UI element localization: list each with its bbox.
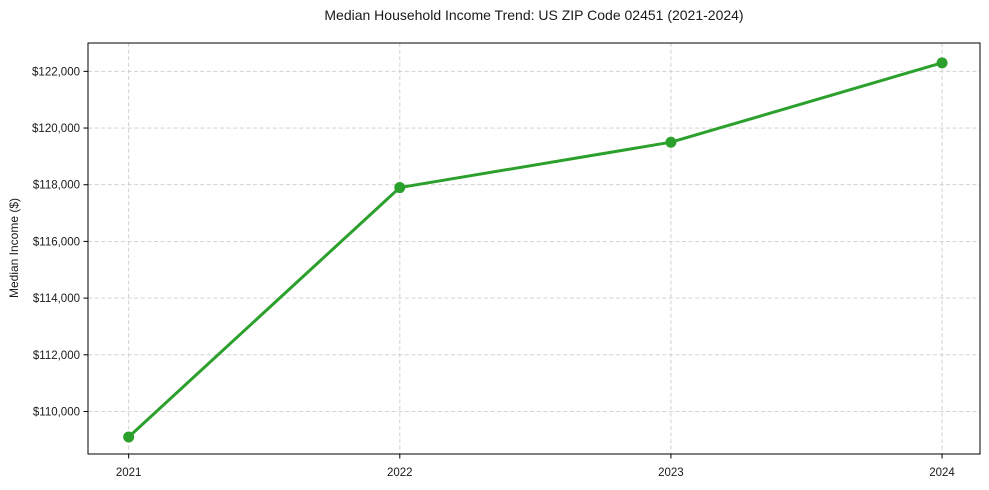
x-tick-label: 2022 — [387, 467, 413, 479]
y-tick-label: $116,000 — [33, 236, 80, 248]
x-tick-label: 2021 — [116, 467, 142, 479]
data-point-2021 — [123, 431, 135, 443]
y-tick-label: $112,000 — [33, 350, 80, 362]
trend-line-median-household-income — [127, 61, 944, 439]
y-tick-label: $118,000 — [33, 180, 80, 192]
y-tick-label: $122,000 — [32, 66, 80, 78]
x-tick-label: 2024 — [929, 467, 955, 479]
chart-title: Median Household Income Trend: US ZIP Co… — [324, 7, 744, 23]
data-point-2023 — [665, 136, 677, 148]
y-tick-label: $120,000 — [32, 123, 80, 135]
data-point-2022 — [394, 182, 406, 194]
x-tick-label: 2023 — [658, 467, 684, 479]
plot-border — [87, 42, 981, 455]
y-tick-label: $114,000 — [33, 293, 80, 305]
y-tick-label: $110,000 — [33, 406, 80, 418]
data-point-2024 — [936, 57, 948, 69]
